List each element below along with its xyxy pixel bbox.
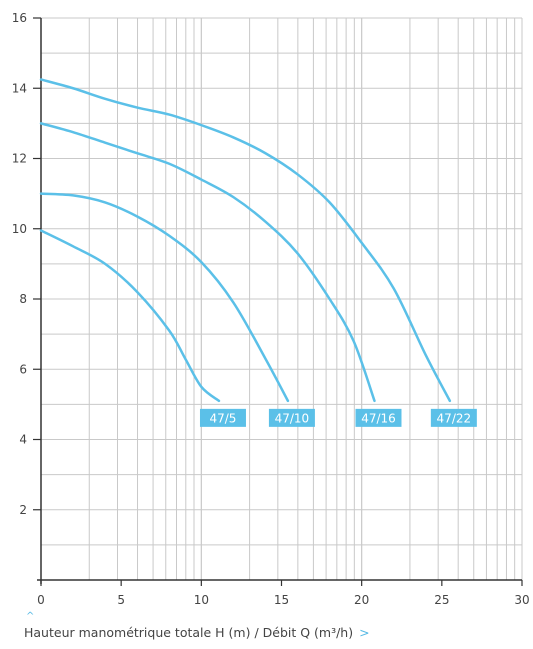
series-label-text: 47/16 (361, 411, 396, 425)
y-tick-label: 6 (19, 362, 27, 376)
up-arrow-icon[interactable]: ^ (26, 611, 35, 622)
series-labels: 47/5 47/10 47/16 47/22 (199, 408, 477, 427)
series-label-47-5: 47/5 (199, 408, 246, 427)
y-tick-label: 10 (12, 222, 27, 236)
caption-text: Hauteur manométrique totale H (m) / Débi… (24, 625, 354, 640)
chevron-right-icon[interactable]: > (359, 625, 370, 640)
axis-caption: ^ Hauteur manométrique totale H (m) / Dé… (24, 611, 370, 640)
y-tick-label: 2 (19, 503, 27, 517)
grid (40, 17, 523, 580)
x-tick-label: 0 (37, 593, 45, 607)
series-label-47-10: 47/10 (268, 408, 315, 427)
x-tick-label: 5 (117, 593, 125, 607)
series-curves (39, 78, 452, 403)
series-label-47-16: 47/16 (355, 408, 402, 427)
series-label-text: 47/22 (437, 411, 472, 425)
series-label-box (199, 408, 246, 427)
series-curve-47-22 (39, 78, 452, 403)
y-tick-label: 8 (19, 292, 27, 306)
series-label-text: 47/10 (275, 411, 310, 425)
x-tick-label: 15 (274, 593, 289, 607)
series-curve-47-16 (39, 122, 376, 403)
series-label-box (268, 408, 315, 427)
series-label-47-22: 47/22 (430, 408, 477, 427)
x-tick-label: 20 (354, 593, 369, 607)
series-label-box (430, 408, 477, 427)
x-tick-label: 25 (434, 593, 449, 607)
tick-labels: 2 4 6 8 10 12 14 16 0 5 10 15 20 25 30 (12, 11, 530, 607)
y-tick-label: 12 (12, 152, 27, 166)
series-curve-47-5 (39, 229, 221, 403)
x-tick-label: 10 (194, 593, 209, 607)
axes (37, 18, 522, 584)
y-tick-label: 16 (12, 11, 27, 25)
x-tick-label: 30 (514, 593, 529, 607)
series-label-text: 47/5 (209, 411, 236, 425)
y-tick-label: 4 (19, 433, 27, 447)
series-label-box (355, 408, 402, 427)
y-tick-label: 14 (12, 81, 27, 95)
series-curve-47-10 (39, 192, 290, 403)
